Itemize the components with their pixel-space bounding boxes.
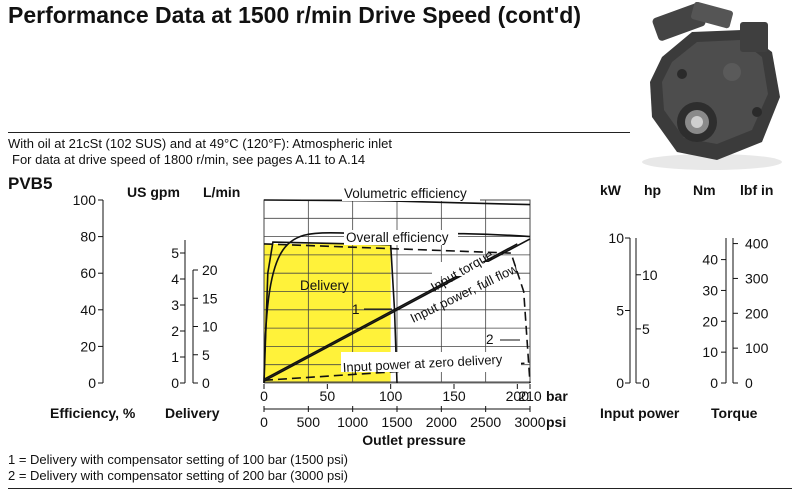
axis-lmin-tick-label: 10 — [202, 319, 218, 335]
axis-lbfin-tick-label: 200 — [745, 305, 769, 321]
axis-header-nm: Nm — [693, 182, 716, 198]
axis-header-gpm: US gpm — [127, 184, 180, 200]
pump-photo-icon — [642, 1, 782, 170]
series-line-volumetric-efficiency — [263, 199, 531, 206]
axis-hp-tick-label: 10 — [642, 267, 658, 283]
axis-lbfin-tick-label: 100 — [745, 340, 769, 356]
series-label-delivery: Delivery — [300, 278, 349, 293]
axis-nm-tick-label: 0 — [710, 375, 718, 391]
label-background — [342, 186, 480, 201]
axis-header-lmin: L/min — [203, 184, 240, 200]
page-title: Performance Data at 1500 r/min Drive Spe… — [8, 2, 581, 28]
series-label-volumetric: Volumetric efficiency — [344, 186, 467, 201]
axis-nm-tick-label: 20 — [702, 313, 718, 329]
axis-lbfin-tick-label: 400 — [745, 236, 769, 252]
product-image — [622, 1, 794, 177]
x-tick-label-psi: 2000 — [426, 414, 457, 430]
axis-lbfin-tick-label: 300 — [745, 270, 769, 286]
label-background — [344, 230, 458, 245]
condition-note: With oil at 21cSt (102 SUS) and at 49°C … — [8, 136, 392, 151]
axis-lmin-tick-label: 5 — [202, 347, 210, 363]
x-tick-label-psi: 3000 — [514, 414, 545, 430]
x-tick-label-bar: 0 — [260, 388, 268, 404]
series-line-delivery-1 — [263, 241, 398, 384]
axis-efficiency-tick-label: 40 — [80, 302, 96, 318]
x-unit-bar: bar — [546, 388, 568, 404]
series-label-delivery-2: 2 — [486, 332, 494, 347]
axis-kw-tick-label: 10 — [608, 230, 624, 246]
axis-gpm-tick-label: 1 — [171, 349, 179, 365]
footnote: 1 = Delivery with compensator setting of… — [8, 452, 348, 467]
x-tick-label-bar: 100 — [379, 388, 403, 404]
axis-gpm-tick-label: 0 — [171, 375, 179, 391]
x-unit-psi: psi — [546, 414, 566, 430]
axis-efficiency-tick-label: 20 — [80, 338, 96, 354]
footnote: 2 = Delivery with compensator setting of… — [8, 468, 348, 483]
plot-area: Volumetric efficiency Overall efficiency D… — [263, 186, 531, 384]
x-tick-label-bar: 150 — [442, 388, 466, 404]
axis-title-efficiency: Efficiency, % — [50, 405, 136, 421]
axis-gpm-tick-label: 5 — [171, 245, 179, 261]
axis-nm-tick-label: 30 — [702, 282, 718, 298]
axis-nm-tick-label: 10 — [702, 344, 718, 360]
series-line-delivery-2 — [263, 243, 531, 384]
x-tick-label-psi: 0 — [260, 414, 268, 430]
condition-note: For data at drive speed of 1800 r/min, s… — [12, 152, 366, 167]
axis-nm-tick-label: 40 — [702, 252, 718, 268]
axis-header-hp: hp — [644, 182, 661, 198]
series-line-overall-efficiency — [263, 231, 531, 384]
x-tick-label-psi: 2500 — [470, 414, 501, 430]
x-tick-label-bar: 210 — [518, 388, 542, 404]
x-tick-label-bar: 200 — [506, 388, 530, 404]
x-tick-label-psi: 1000 — [337, 414, 368, 430]
axis-gpm-tick-label: 4 — [171, 271, 179, 287]
x-tick-label-psi: 500 — [297, 414, 321, 430]
axis-gpm-tick-label: 2 — [171, 323, 179, 339]
series-label-delivery-1: 1 — [352, 302, 360, 317]
axis-kw-tick-label: 0 — [616, 375, 624, 391]
axis-gpm-tick-label: 3 — [171, 297, 179, 313]
axis-efficiency-tick-label: 100 — [73, 192, 97, 208]
axis-hp-tick-label: 0 — [642, 375, 650, 391]
series-label-overall: Overall efficiency — [346, 230, 449, 245]
axis-lmin-tick-label: 0 — [202, 375, 210, 391]
axis-efficiency-tick-label: 0 — [88, 375, 96, 391]
axis-header-lbfin: lbf in — [740, 182, 773, 198]
axis-lmin-tick-label: 15 — [202, 290, 218, 306]
x-tick-label-bar: 50 — [320, 388, 336, 404]
axis-header-kw: kW — [600, 182, 622, 198]
model-label: PVB5 — [8, 174, 52, 193]
axis-title-torque: Torque — [711, 405, 758, 421]
label-background — [432, 262, 512, 276]
axis-lbfin-tick-label: 0 — [745, 375, 753, 391]
axis-lmin-tick-label: 20 — [202, 262, 218, 278]
label-background — [341, 352, 521, 372]
axis-hp-tick-label: 5 — [642, 321, 650, 337]
axis-kw-tick-label: 5 — [616, 303, 624, 319]
axis-title-delivery: Delivery — [165, 405, 220, 421]
axis-efficiency-tick-label: 60 — [80, 265, 96, 281]
bottom-divider — [8, 488, 792, 489]
x-tick-label-psi: 1500 — [381, 414, 412, 430]
title-divider — [8, 132, 630, 133]
x-axis-title: Outlet pressure — [362, 432, 466, 448]
axis-title-input-power: Input power — [600, 405, 680, 421]
axis-efficiency-tick-label: 80 — [80, 229, 96, 245]
